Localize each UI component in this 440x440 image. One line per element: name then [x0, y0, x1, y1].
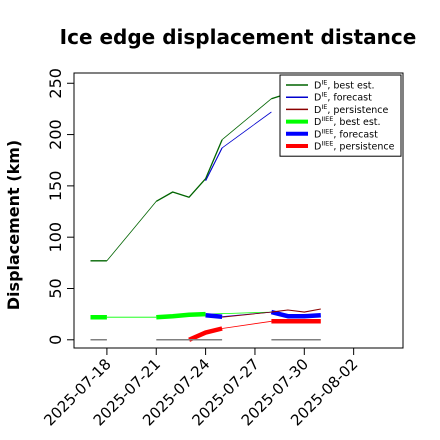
legend-label: DIIEE, persistence: [314, 140, 395, 153]
legend-label: DIE, best est.: [314, 79, 375, 92]
series-line: [270, 309, 321, 319]
series-line: [205, 312, 223, 319]
series-line: [205, 147, 223, 181]
series-connector-line: [222, 320, 272, 329]
series-line: [271, 308, 321, 313]
series-connector-line: [222, 311, 272, 318]
series-connector-line: [106, 201, 157, 262]
y-tick-label: 250: [46, 68, 65, 99]
y-tick-label: 150: [46, 171, 65, 202]
plot-frame: [73, 72, 404, 349]
series-connector-line: [205, 311, 272, 315]
y-tick-label: 200: [46, 119, 65, 150]
series-line: [155, 139, 223, 202]
y-tick-label: 100: [46, 222, 65, 253]
series-connector-line: [221, 111, 272, 149]
y-tick-label: 0: [46, 335, 65, 345]
series-line: [156, 311, 206, 320]
legend-label: DIE, forecast: [314, 91, 372, 104]
y-axis-label: Displacement (km): [4, 140, 23, 310]
chart-title: Ice edge displacement distance: [60, 25, 417, 49]
y-tick-label: 50: [46, 278, 65, 298]
series-connector-line: [221, 98, 272, 141]
series-line: [188, 326, 223, 342]
legend-box: [279, 74, 402, 157]
legend-label: DIE, persistence: [314, 103, 389, 116]
